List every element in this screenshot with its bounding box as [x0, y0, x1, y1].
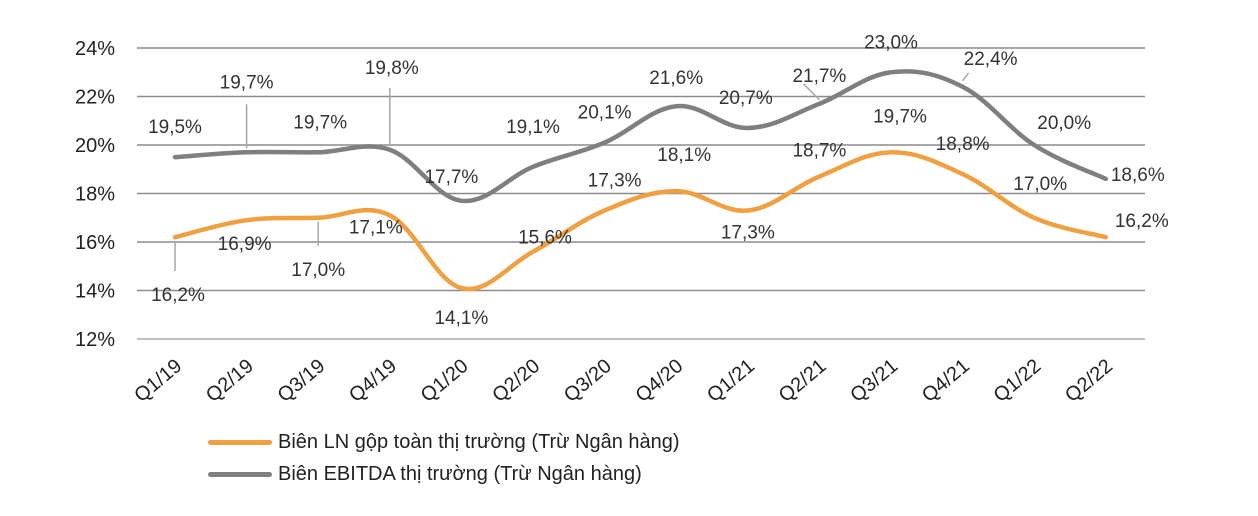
data-label: 18,7%: [792, 141, 846, 162]
y-tick-label: 12%: [75, 329, 115, 351]
data-label: 19,1%: [506, 117, 560, 138]
series-line-ebitda-margin: [172, 69, 1109, 204]
x-tick-label: Q4/21: [918, 355, 974, 407]
data-label: 18,1%: [657, 145, 711, 166]
data-label: 17,3%: [588, 170, 642, 191]
data-label: 19,7%: [873, 106, 927, 127]
data-label: 22,4%: [964, 49, 1018, 70]
data-label: 18,8%: [936, 134, 990, 155]
data-label: 17,3%: [721, 222, 775, 243]
leader-lines: [174, 72, 970, 272]
x-tick-label: Q3/21: [846, 355, 902, 407]
x-tick-label: Q1/20: [417, 355, 473, 407]
data-label: 16,9%: [218, 234, 272, 255]
legend-label-gross-margin: Biên LN gộp toàn thị trường (Trừ Ngân hà…: [278, 430, 680, 453]
legend: Biên LN gộp toàn thị trường (Trừ Ngân hà…: [208, 426, 680, 490]
x-tick-label: Q2/22: [1061, 355, 1117, 407]
data-label: 14,1%: [434, 308, 488, 329]
data-label: 18,6%: [1111, 165, 1165, 186]
data-label: 19,7%: [293, 112, 347, 133]
legend-swatch-gross-margin: [208, 439, 272, 445]
legend-label-ebitda-margin: Biên EBITDA thị trường (Trừ Ngân hàng): [278, 462, 642, 485]
leader-line: [961, 72, 970, 82]
data-label: 21,7%: [792, 66, 846, 87]
legend-item-ebitda-margin: Biên EBITDA thị trường (Trừ Ngân hàng): [208, 458, 680, 490]
data-label: 19,8%: [365, 58, 419, 79]
x-tick-label: Q1/22: [990, 355, 1046, 407]
series-lines: [172, 69, 1109, 292]
x-tick-label: Q1/19: [130, 355, 186, 407]
x-tick-label: Q2/20: [488, 355, 544, 407]
data-label: 23,0%: [864, 32, 918, 53]
data-label: 17,1%: [349, 217, 403, 238]
data-label: 16,2%: [151, 285, 205, 306]
data-label: 21,6%: [649, 68, 703, 89]
gridlines: [137, 47, 1145, 340]
data-labels: 16,2% 16,9% 17,0% 17,1% 14,1% 15,6% 17,3% 18,1%…: [148, 32, 1169, 329]
x-axis: Q1/19 Q2/19 Q3/19 Q4/19 Q1/20 Q2/20 Q3/20 Q4/20…: [130, 355, 1117, 407]
series-line-gross-margin: [172, 150, 1109, 292]
x-tick-label: Q4/20: [632, 355, 688, 407]
y-tick-label: 16%: [75, 232, 115, 254]
data-label: 19,5%: [148, 117, 202, 138]
legend-item-gross-margin: Biên LN gộp toàn thị trường (Trừ Ngân hà…: [208, 426, 680, 458]
y-tick-label: 14%: [75, 281, 115, 303]
x-tick-label: Q1/21: [703, 355, 759, 407]
y-tick-label: 20%: [75, 135, 115, 157]
data-label: 19,7%: [220, 72, 274, 93]
x-tick-label: Q3/19: [274, 355, 330, 407]
data-label: 17,7%: [424, 167, 478, 188]
data-label: 20,7%: [719, 88, 773, 109]
data-label: 20,1%: [578, 103, 632, 124]
x-tick-label: Q2/19: [202, 355, 258, 407]
data-label: 16,2%: [1115, 211, 1169, 232]
y-tick-label: 18%: [75, 184, 115, 206]
x-tick-label: Q4/19: [345, 355, 401, 407]
data-label: 20,0%: [1037, 113, 1091, 134]
x-tick-label: Q3/20: [560, 355, 616, 407]
leader-line: [802, 83, 820, 101]
y-axis: 12% 14% 16% 18% 20% 22% 24%: [75, 38, 115, 351]
y-tick-label: 22%: [75, 87, 115, 109]
data-label: 15,6%: [518, 228, 572, 249]
x-tick-label: Q2/21: [775, 355, 831, 407]
data-label: 17,0%: [291, 260, 345, 281]
y-tick-label: 24%: [75, 38, 115, 60]
legend-swatch-ebitda-margin: [208, 471, 272, 477]
data-label: 17,0%: [1013, 174, 1067, 195]
